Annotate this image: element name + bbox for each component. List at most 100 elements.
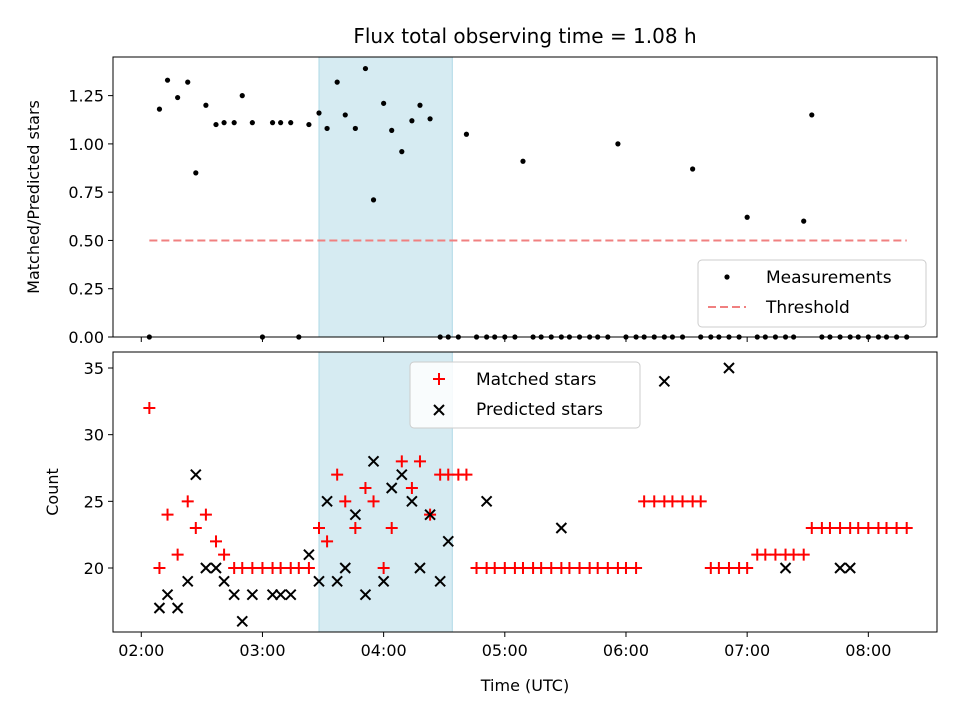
matched-star-point	[591, 562, 604, 574]
chart-title: Flux total observing time = 1.08 h	[353, 24, 696, 48]
measurement-point	[801, 218, 807, 224]
measurement-point	[615, 141, 621, 147]
legend-measurements-label: Measurements	[766, 268, 892, 288]
bottom-ytick-label: 30	[84, 426, 104, 445]
predicted-star-point	[339, 562, 351, 574]
matched-star-point	[199, 508, 212, 521]
predicted-star-point	[236, 615, 248, 628]
matched-star-point	[787, 548, 800, 561]
matched-star-point	[385, 522, 398, 534]
matched-star-point	[302, 562, 315, 574]
predicted-star-point	[285, 588, 297, 601]
measurement-point	[409, 118, 415, 124]
measurement-point	[231, 120, 237, 126]
predicted-star-point	[182, 575, 194, 588]
matched-star-point	[274, 562, 287, 574]
matched-star-point	[694, 495, 707, 508]
measurement-point	[463, 131, 470, 137]
matched-star-point	[890, 522, 903, 534]
predicted-star-point	[303, 548, 315, 561]
predicted-star-point	[367, 455, 380, 468]
predicted-star-point	[406, 495, 418, 508]
measurement-point	[690, 166, 696, 172]
predicted-star-point	[313, 575, 325, 588]
matched-star-point	[292, 562, 305, 574]
measurement-point	[278, 120, 284, 126]
legend-predicted-label: Predicted stars	[476, 400, 603, 420]
matched-star-point	[666, 495, 679, 508]
top-ytick-label: 0.25	[68, 280, 104, 299]
matched-star-point	[313, 522, 325, 534]
measurement-point	[288, 120, 294, 126]
predicted-star-point	[480, 495, 493, 508]
measurement-point	[370, 197, 377, 203]
bottom-xtick-label: 02:00	[118, 641, 164, 660]
measurement-point	[334, 79, 340, 85]
bottom-legend: Matched stars Predicted stars	[409, 361, 641, 429]
predicted-star-point	[779, 562, 792, 574]
predicted-star-point	[723, 362, 735, 374]
measurement-point	[417, 102, 423, 108]
matched-star-point	[797, 548, 810, 561]
matched-star-point	[256, 562, 269, 574]
measurement-point	[203, 102, 209, 108]
measurement-point	[342, 112, 348, 118]
matched-star-point	[741, 562, 754, 574]
predicted-star-point	[658, 375, 671, 388]
matched-star-point	[805, 522, 818, 534]
predicted-star-point	[844, 562, 856, 574]
matched-star-point	[900, 522, 913, 534]
bottom-ytick-label: 35	[84, 359, 104, 378]
matched-star-point	[769, 548, 782, 561]
measurement-point	[362, 65, 369, 72]
predicted-star-point	[274, 588, 287, 601]
measurement-point	[213, 121, 219, 128]
matched-star-point	[143, 402, 156, 414]
predicted-star-point	[385, 482, 398, 494]
bottom-xtick-label: 08:00	[845, 641, 891, 660]
top-highlight-span	[318, 56, 453, 338]
top-legend: Measurements Threshold	[697, 259, 927, 328]
top-ytick-label: 0.50	[68, 231, 104, 250]
predicted-star-point	[200, 562, 212, 574]
predicted-star-point	[434, 575, 446, 588]
legend-threshold-label: Threshold	[765, 298, 850, 318]
matched-star-point	[498, 562, 511, 574]
matched-star-point	[880, 522, 893, 534]
bottom-plot-frame	[112, 351, 938, 633]
matched-star-point	[210, 535, 222, 548]
bottom-xtick-label: 03:00	[239, 641, 285, 660]
matched-star-point	[246, 562, 259, 574]
predicted-star-point	[396, 468, 408, 481]
matched-star-point	[367, 495, 380, 508]
matched-star-point	[460, 468, 473, 481]
predicted-star-point	[359, 588, 372, 601]
predicted-star-point	[321, 495, 333, 508]
measurement-point	[352, 125, 358, 132]
bottom-legend-box	[409, 361, 641, 429]
top-ylabel: Matched/Predicted stars	[24, 100, 43, 294]
matched-star-point	[470, 562, 483, 574]
measurement-point	[427, 116, 433, 122]
top-ytick-label: 0.75	[68, 183, 104, 202]
predicted-star-point	[190, 468, 202, 481]
predicted-star-point	[834, 562, 846, 574]
measurement-point	[193, 170, 199, 176]
bottom-xtick-label: 05:00	[482, 641, 528, 660]
matched-star-point	[852, 522, 865, 534]
matched-star-point	[619, 562, 632, 574]
measurement-point	[316, 110, 322, 116]
predicted-star-point	[424, 508, 436, 521]
matched-star-point	[638, 495, 651, 508]
legend-matched-label: Matched stars	[476, 370, 596, 390]
bottom-xtick-label: 06:00	[603, 641, 649, 660]
matched-star-point	[601, 562, 614, 574]
measurement-point	[221, 120, 227, 126]
bottom-ytick-label: 20	[84, 559, 104, 578]
top-ytick-label: 0.00	[68, 328, 104, 347]
bottom-xtick-label: 07:00	[724, 641, 770, 660]
measurement-point	[156, 106, 163, 112]
predicted-star-point	[349, 508, 362, 521]
matched-star-point	[676, 495, 689, 508]
measurement-point	[249, 120, 255, 126]
